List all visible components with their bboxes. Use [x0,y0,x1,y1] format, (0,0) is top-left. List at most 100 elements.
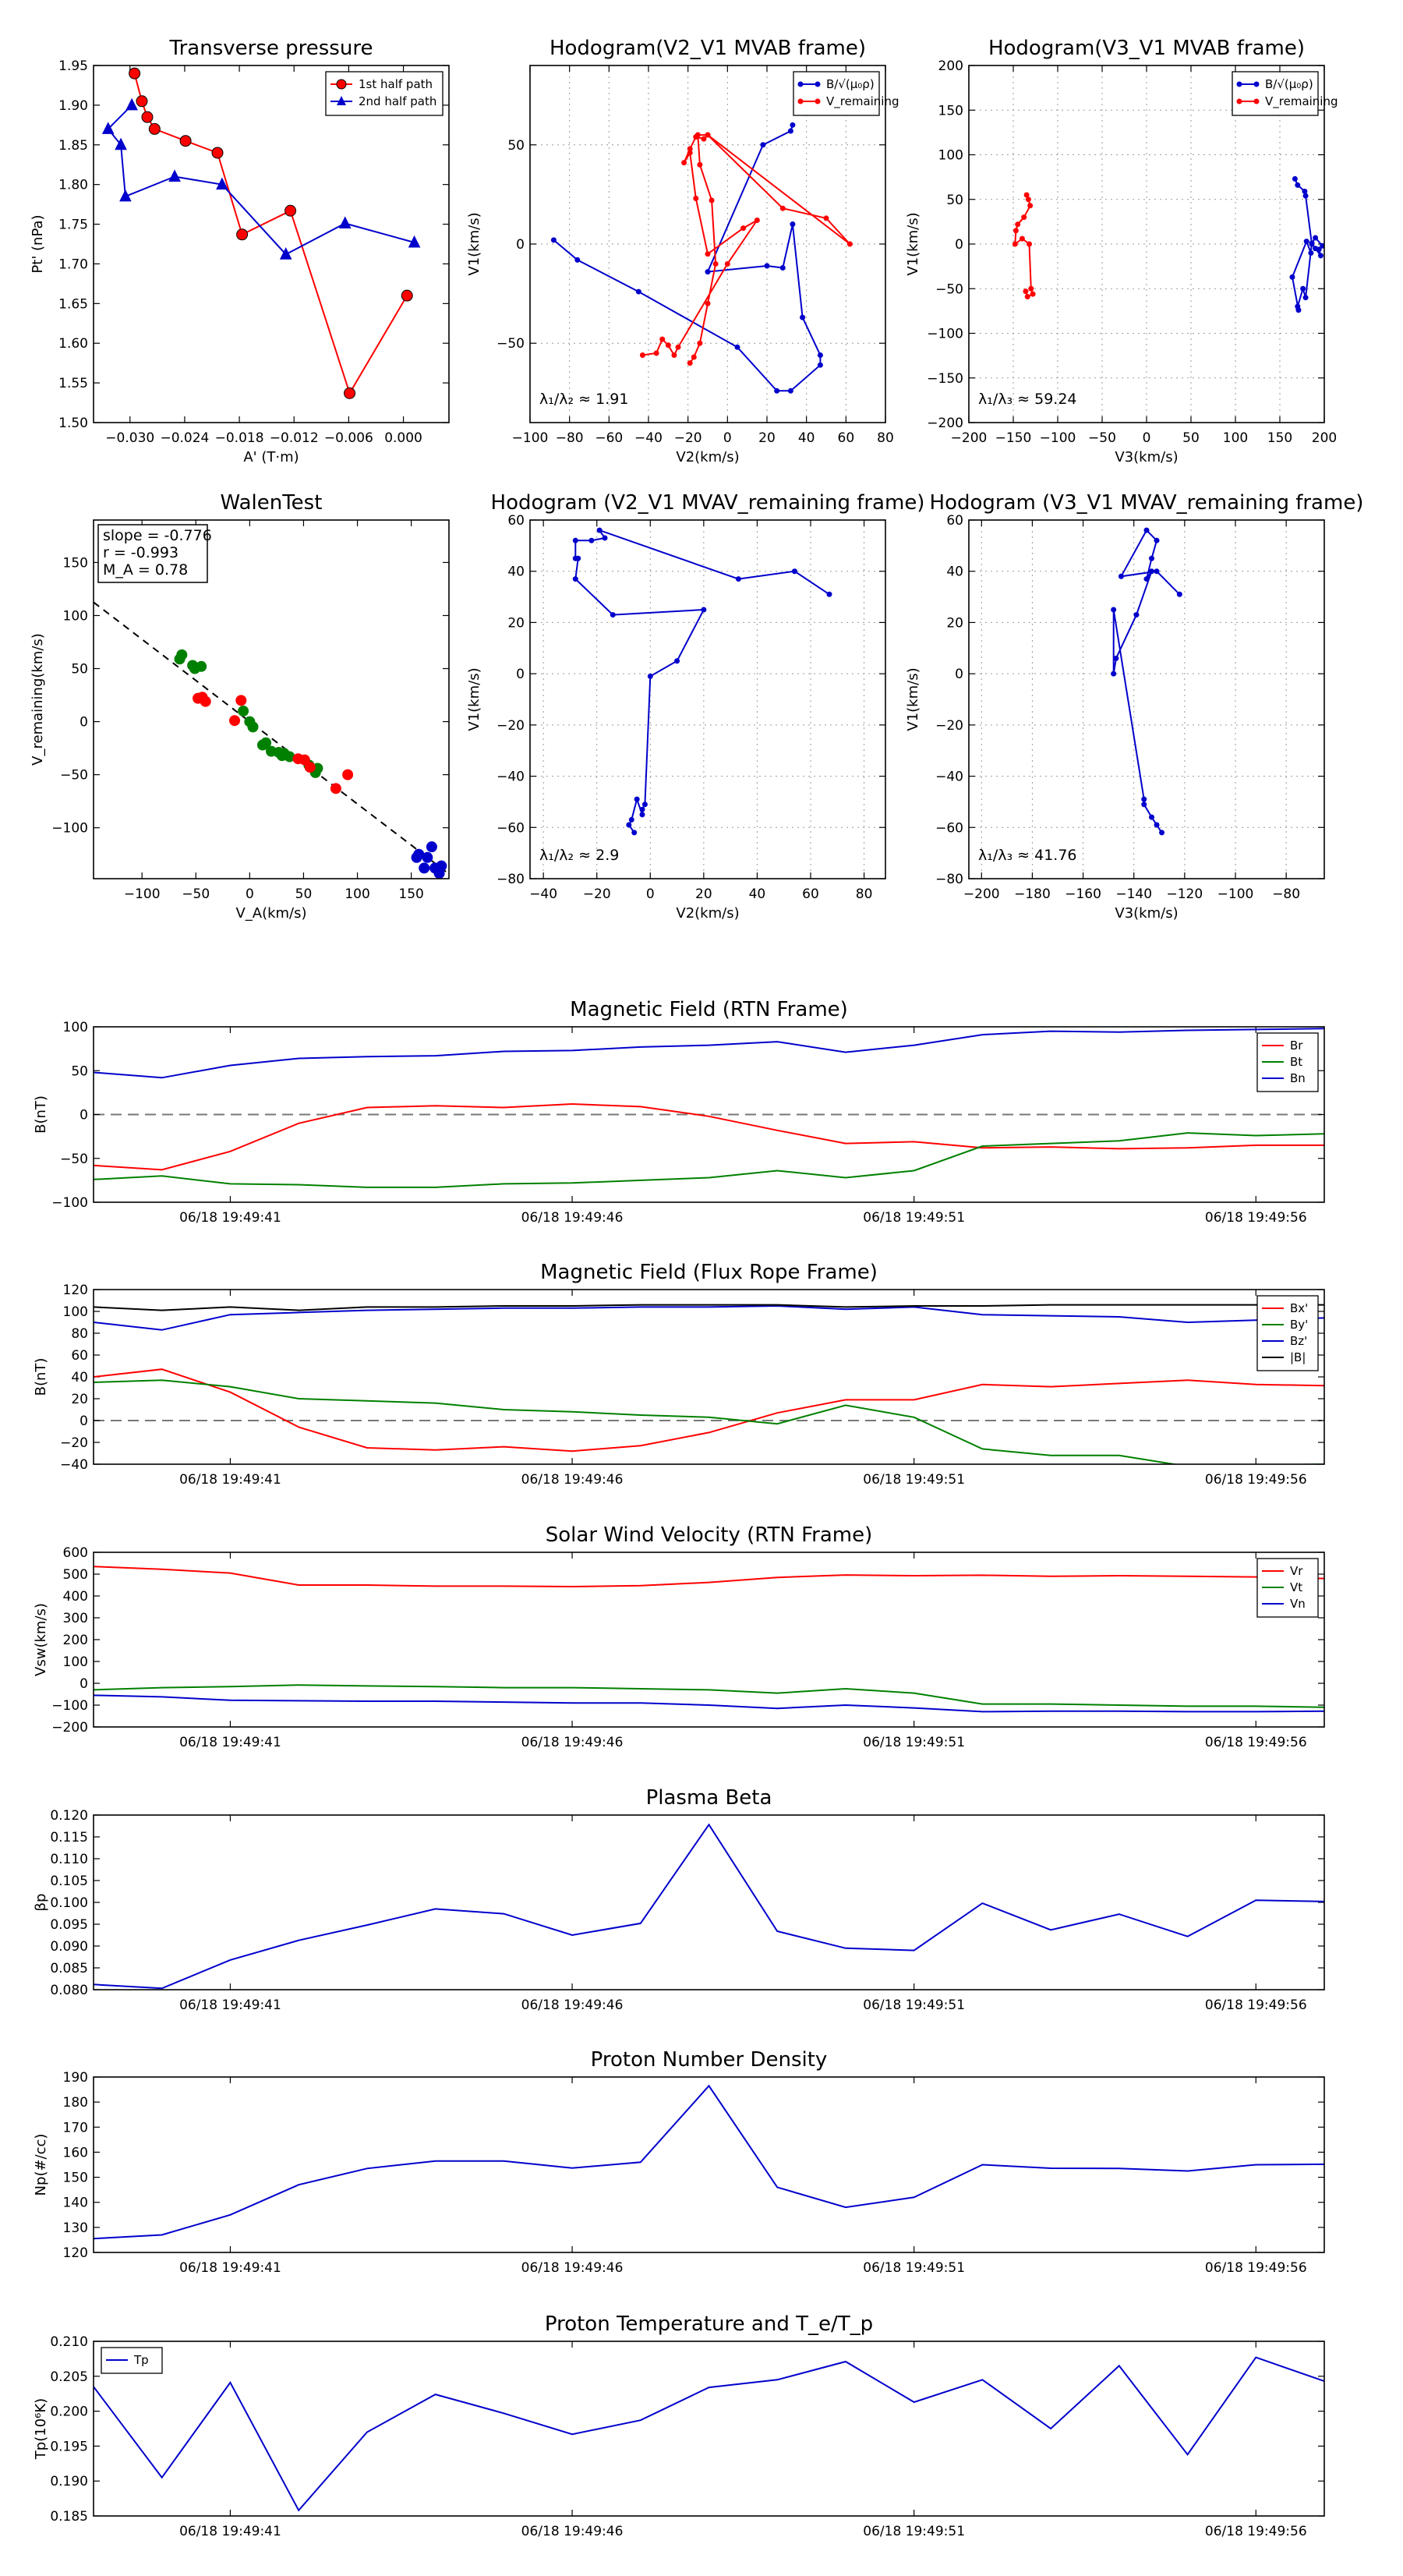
x-tick-label: 06/18 19:49:56 [1205,2260,1307,2276]
x-tick-label: 06/18 19:49:46 [521,1997,624,2013]
legend-label: Vr [1290,1564,1303,1578]
x-tick-label: −20 [674,430,702,446]
fit-line [94,601,449,875]
y-tick-label: 130 [63,2220,88,2236]
x-tick-label: −100 [1217,886,1254,902]
y-tick-label: 170 [63,2120,88,2135]
x-tick-label: 40 [749,886,766,902]
y-tick-label: 40 [507,564,525,580]
y-tick-label: 100 [63,608,88,624]
legend-marker [1236,98,1242,104]
series-line [94,1379,1324,1464]
data-point [697,161,703,168]
x-tick-label: −120 [1167,886,1203,902]
y-axis-label: Vsw(km/s) [33,1603,49,1676]
data-point [724,260,730,267]
y-tick-label: −200 [927,416,963,431]
y-tick-label: 140 [63,2196,88,2211]
x-tick-label: 06/18 19:49:41 [179,1210,281,1226]
y-tick-label: 0.115 [50,1830,88,1845]
data-point [823,215,829,221]
y-axis-label: V_remaining(km/s) [30,633,46,766]
legend-box [793,71,880,116]
plot-area [1012,175,1324,313]
data-point [659,336,666,342]
y-tick-label: 0 [80,1108,88,1123]
x-tick-label: −20 [583,886,611,902]
y-tick-label: 100 [938,148,963,164]
plot-area [1111,527,1182,836]
data-point [1295,182,1301,188]
series-line [94,2356,1324,2512]
data-point [211,147,224,159]
y-tick-label: 200 [63,1633,88,1648]
data-point [817,352,823,358]
x-axis-label: V_A(km/s) [235,905,306,922]
legend: B/√(μ₀ρ) V_remaining [793,71,899,116]
data-point [422,851,433,863]
data-point [846,241,853,247]
legend-marker [336,79,347,90]
y-axis-label: V1(km/s) [905,212,921,275]
legend-marker [797,98,804,104]
y-tick-label: 1.80 [58,178,88,193]
y-tick-label: 50 [946,193,963,208]
chart-title: Magnetic Field (Flux Rope Frame) [540,1261,878,1284]
y-tick-label: −20 [60,1435,88,1451]
legend-marker [1236,81,1242,87]
x-tick-label: −50 [1088,430,1116,446]
series-line [553,124,822,392]
series-line [1291,179,1324,310]
y-axis-label: B(nT) [33,1358,49,1396]
x-tick-label: 50 [1182,430,1200,446]
data-point [1302,295,1309,301]
data-point [787,128,793,134]
data-point [1149,555,1155,561]
legend: 1st half path 2nd half path [325,71,444,116]
chart-title: Solar Wind Velocity (RTN Frame) [546,1523,872,1547]
data-point [647,673,653,679]
legend-box [1256,1295,1319,1371]
data-point [1309,240,1315,246]
x-tick-label: 20 [758,430,776,446]
data-point [1176,591,1182,597]
axes-frame [93,2341,1325,2517]
data-point [260,737,272,748]
data-point [1143,576,1150,582]
data-point [1320,242,1324,249]
data-point [284,204,297,217]
chart-title: WalenTest [221,491,323,515]
legend-marker [797,81,804,87]
x-tick-label: 06/18 19:49:51 [863,2524,965,2539]
y-tick-label: −100 [51,1195,88,1211]
y-tick-label: 50 [507,138,525,154]
data-point [1149,814,1155,820]
legend: Bx' By' Bz' |B| [1256,1295,1319,1371]
y-tick-label: 190 [63,2070,88,2086]
data-point [1012,228,1019,234]
y-tick-label: 50 [71,662,88,678]
y-tick-label: 180 [63,2095,88,2111]
y-tick-label: 0.080 [50,1983,88,1998]
axes-frame [93,519,450,879]
x-tick-label: −80 [1272,886,1300,902]
legend: Br Bt Bn [1256,1032,1319,1092]
data-point [299,754,310,766]
legend-label: Vt [1290,1580,1302,1594]
legend-marker [815,98,821,104]
y-tick-label: 60 [71,1348,88,1364]
data-point [1133,612,1140,618]
series-line [94,1566,1324,1588]
data-point [639,812,645,818]
data-point [247,721,259,733]
y-tick-label: −40 [497,770,525,785]
legend: Vr Vt Vn [1256,1558,1319,1618]
y-tick-label: −100 [51,821,88,837]
y-tick-label: 0.190 [50,2474,88,2489]
plot-area [94,601,449,879]
x-tick-label: 60 [838,430,855,446]
y-tick-label: 20 [71,1392,88,1407]
plot-area [94,1823,1324,1990]
series-line [94,1694,1324,1713]
